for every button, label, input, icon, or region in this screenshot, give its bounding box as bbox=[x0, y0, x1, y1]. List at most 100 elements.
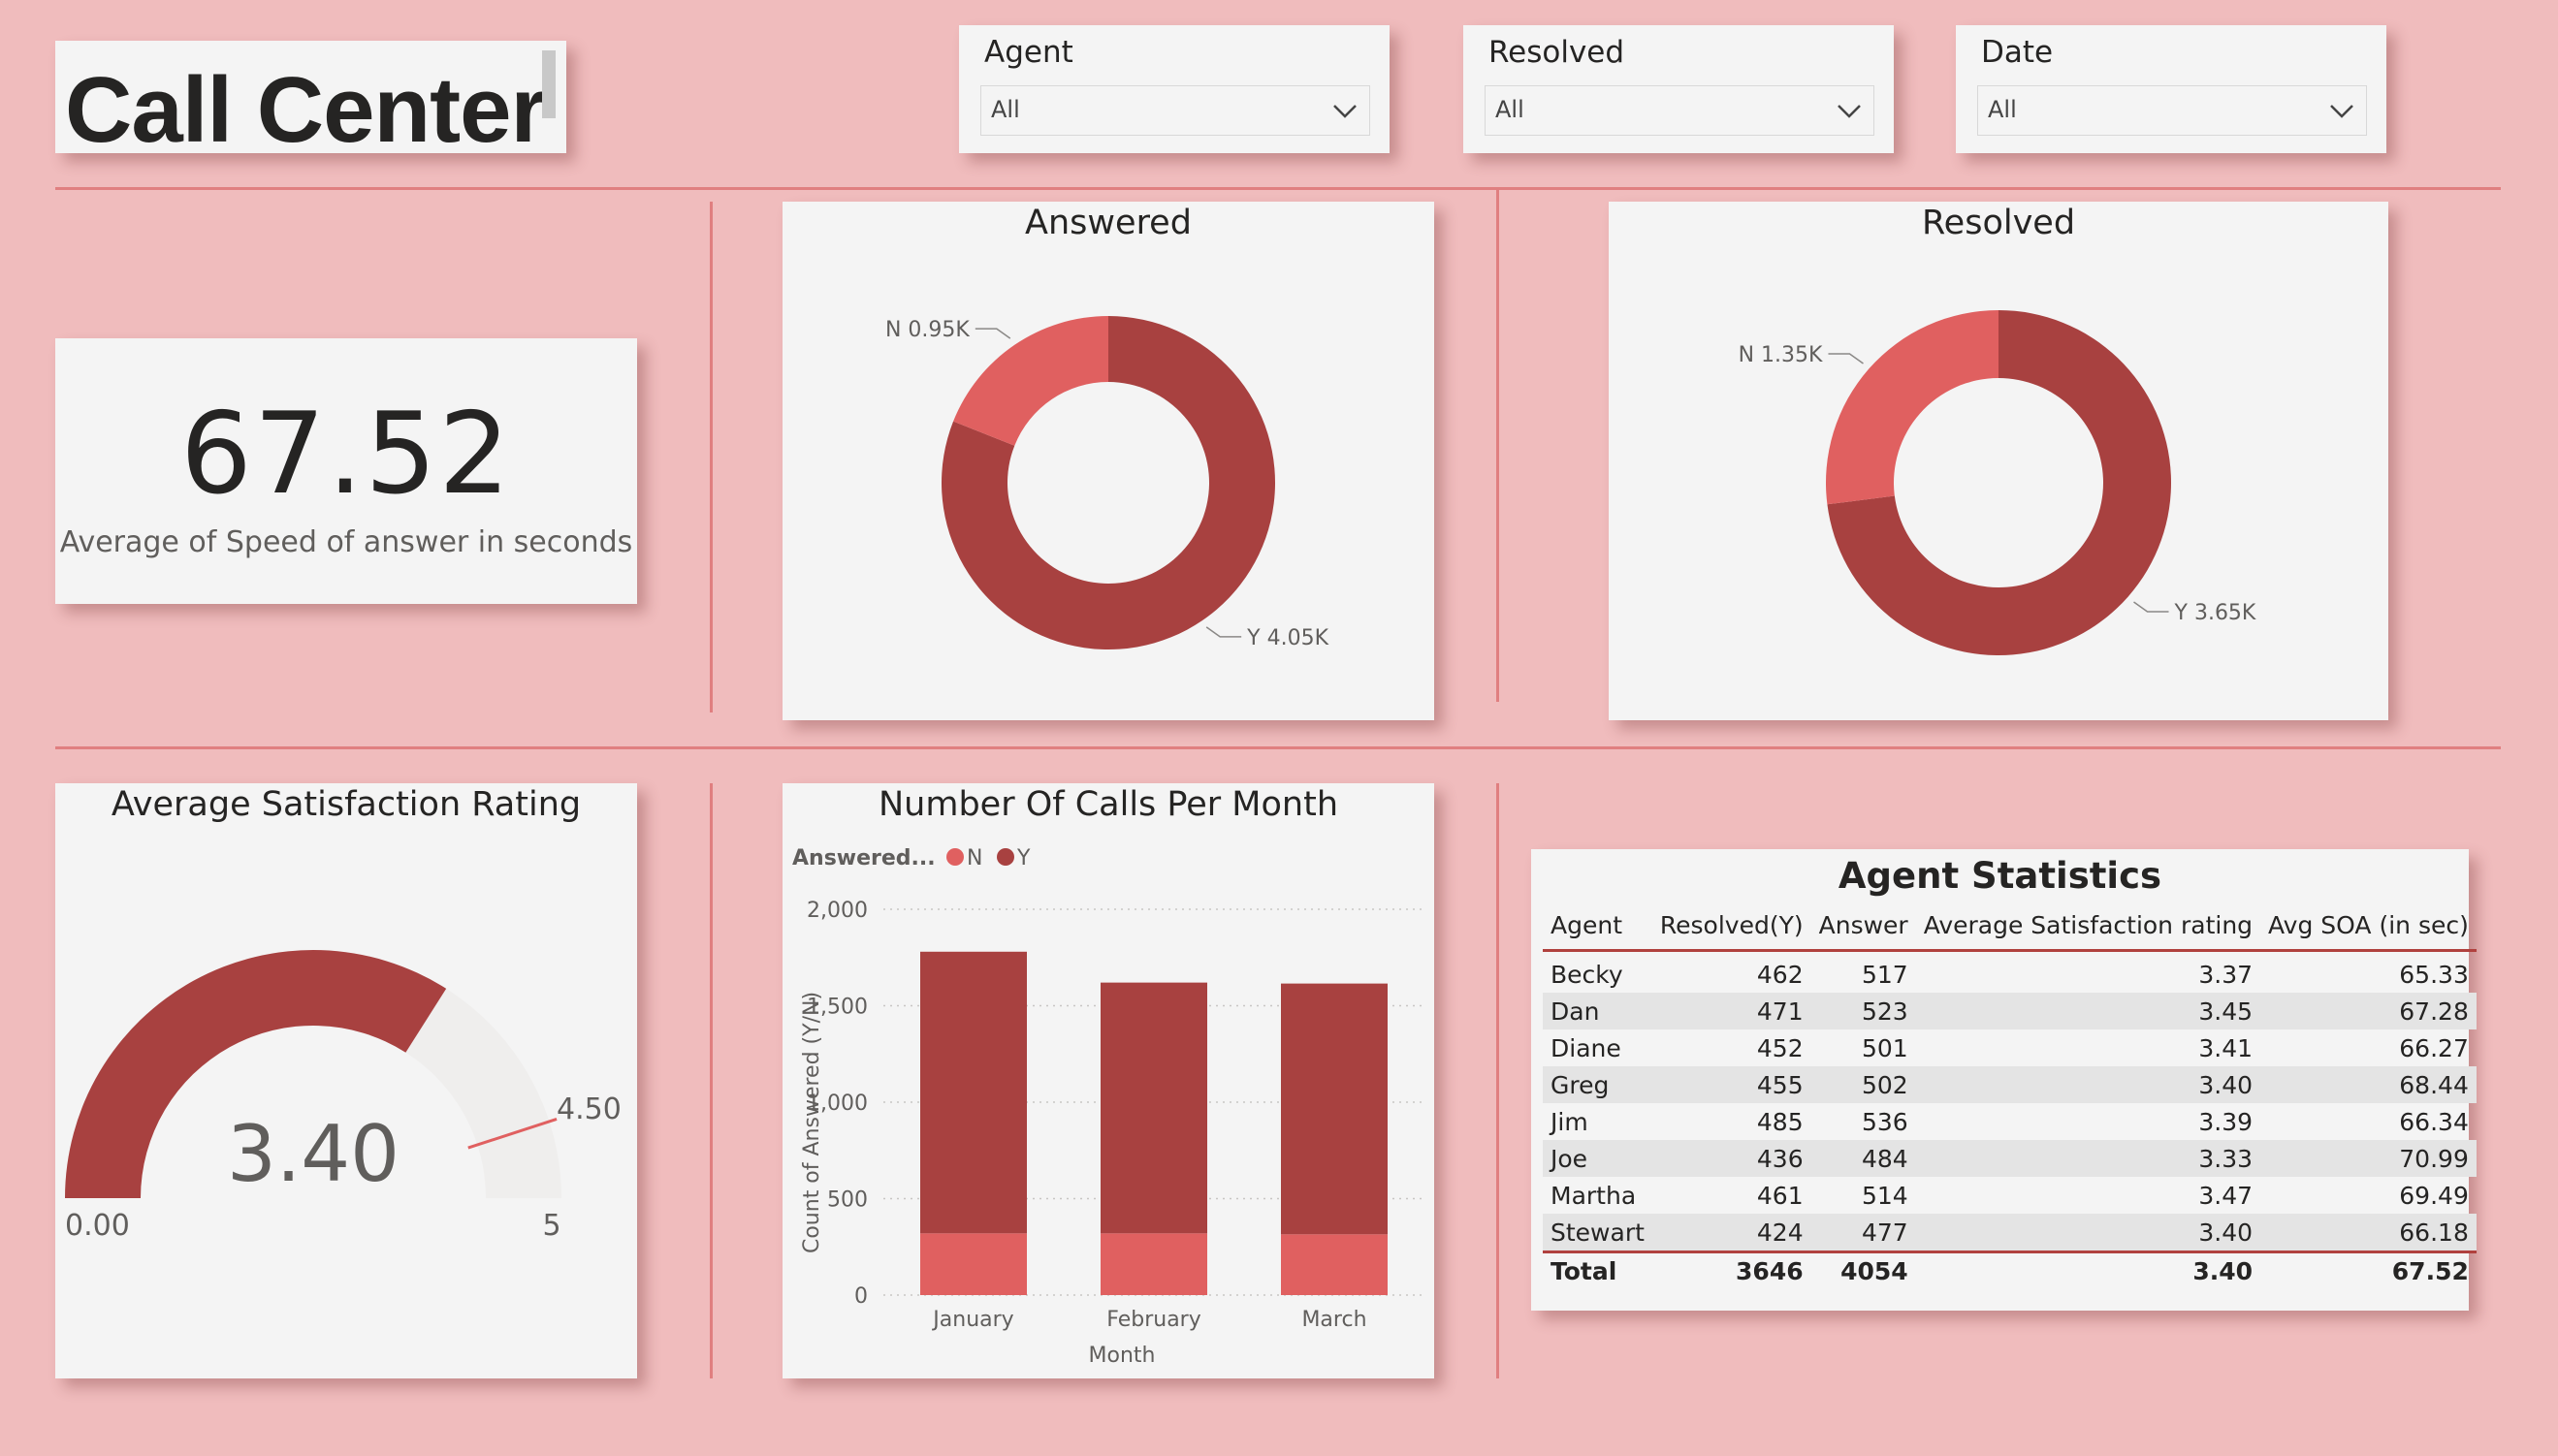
x-tick-label: January bbox=[931, 1308, 1013, 1332]
cell-agent: Jim bbox=[1551, 1107, 1588, 1136]
slicer-agent-value: All bbox=[991, 96, 1020, 123]
slicer-date: Date All bbox=[1956, 25, 2386, 153]
table-row[interactable]: Becky 462 517 3.37 65.33 bbox=[1543, 951, 2477, 994]
legend-marker-y bbox=[997, 848, 1014, 866]
cell-answer: 501 bbox=[1861, 1033, 1908, 1062]
cell-satisfaction: 3.40 bbox=[2198, 1218, 2254, 1247]
cell-avg-soa: 66.18 bbox=[2399, 1218, 2469, 1247]
donut-slice-n[interactable] bbox=[1826, 310, 1998, 505]
x-axis-ticks: January February March bbox=[931, 1308, 1366, 1332]
column-header-answer[interactable]: Answer bbox=[1810, 896, 1916, 952]
chevron-down-icon bbox=[2330, 105, 2353, 118]
x-axis-label: Month bbox=[1089, 1344, 1156, 1368]
satisfaction-gauge-card[interactable]: Average Satisfaction Rating 3.40 0.00 5 … bbox=[55, 783, 637, 1378]
text-cursor bbox=[542, 50, 556, 118]
slicer-date-dropdown[interactable]: All bbox=[1977, 85, 2367, 136]
bar-march-y[interactable] bbox=[1281, 983, 1388, 1235]
slicer-resolved-dropdown[interactable]: All bbox=[1485, 85, 1874, 136]
resolved-donut-chart: Y 3.65K N 1.35K bbox=[1739, 310, 2256, 655]
title-textbox[interactable]: Call Center bbox=[55, 41, 566, 153]
resolved-donut-card[interactable]: Resolved Y 3.65K N 1.35K bbox=[1609, 202, 2388, 720]
table-row[interactable]: Joe 436 484 3.33 70.99 bbox=[1543, 1140, 2477, 1177]
gauge-target-label: 4.50 bbox=[557, 1092, 622, 1126]
cell-avg-soa: 66.34 bbox=[2399, 1107, 2469, 1136]
cell-answer: 484 bbox=[1861, 1144, 1908, 1173]
agent-statistics-table: Agent Resolved(Y) Answer Average Satisfa… bbox=[1543, 896, 2477, 1288]
table-row[interactable]: Diane 452 501 3.41 66.27 bbox=[1543, 1029, 2477, 1066]
y-tick-label: 0 bbox=[854, 1284, 868, 1309]
column-header-avg-soa[interactable]: Avg SOA (in sec) bbox=[2260, 896, 2477, 952]
gauge-fill bbox=[65, 950, 447, 1198]
answered-donut-title: Answered bbox=[1025, 204, 1192, 242]
slicer-agent: Agent All bbox=[959, 25, 1390, 153]
cell-avg-soa: 69.49 bbox=[2399, 1181, 2469, 1210]
table-row[interactable]: Greg 455 502 3.40 68.44 bbox=[1543, 1066, 2477, 1103]
cell-agent: Greg bbox=[1551, 1070, 1610, 1099]
cell-answer: 514 bbox=[1861, 1181, 1908, 1210]
divider-v4 bbox=[1496, 783, 1499, 1378]
total-resolved: 3646 bbox=[1651, 1250, 1811, 1288]
table-row[interactable]: Martha 461 514 3.47 69.49 bbox=[1543, 1177, 2477, 1214]
table-row[interactable]: Jim 485 536 3.39 66.34 bbox=[1543, 1103, 2477, 1140]
kpi-value: 67.52 bbox=[179, 389, 513, 520]
cell-resolved: 471 bbox=[1756, 997, 1804, 1026]
divider-v1 bbox=[710, 202, 713, 712]
cell-answer: 536 bbox=[1861, 1107, 1908, 1136]
table-total-row: Total 3646 4054 3.40 67.52 bbox=[1543, 1250, 2477, 1288]
cell-resolved: 424 bbox=[1756, 1218, 1804, 1247]
gauge-title: Average Satisfaction Rating bbox=[111, 785, 582, 824]
legend-title: Answered... bbox=[792, 846, 936, 870]
cell-avg-soa: 67.28 bbox=[2399, 997, 2469, 1026]
answered-donut-card[interactable]: Answered Y 4.05K N 0.95K bbox=[783, 202, 1434, 720]
table-row[interactable]: Stewart 424 477 3.40 66.18 bbox=[1543, 1214, 2477, 1252]
divider-middle bbox=[55, 746, 2501, 749]
table-title: Agent Statistics bbox=[1838, 855, 2162, 897]
cell-answer: 517 bbox=[1861, 960, 1908, 989]
bar-february-y[interactable] bbox=[1101, 982, 1207, 1234]
bar-january-y[interactable] bbox=[920, 951, 1027, 1234]
column-header-satisfaction[interactable]: Average Satisfaction rating bbox=[1915, 896, 2261, 952]
donut-slice-y[interactable] bbox=[1827, 310, 2171, 655]
y-tick-label: 2,000 bbox=[807, 899, 868, 923]
total-label: Total bbox=[1543, 1250, 1652, 1288]
slicer-resolved-value: All bbox=[1495, 96, 1524, 123]
y-tick-label: 500 bbox=[827, 1188, 868, 1213]
slicer-date-value: All bbox=[1988, 96, 2017, 123]
chart-title: Number Of Calls Per Month bbox=[878, 785, 1339, 824]
cell-resolved: 436 bbox=[1756, 1144, 1804, 1173]
cell-avg-soa: 70.99 bbox=[2399, 1144, 2469, 1173]
divider-top bbox=[55, 187, 2501, 190]
chart-bars bbox=[920, 951, 1388, 1295]
cell-satisfaction: 3.37 bbox=[2198, 960, 2254, 989]
cell-satisfaction: 3.47 bbox=[2198, 1181, 2254, 1210]
gauge-value: 3.40 bbox=[227, 1109, 400, 1199]
donut-slice-y[interactable] bbox=[942, 316, 1275, 649]
cell-resolved: 485 bbox=[1756, 1107, 1804, 1136]
donut-slice-n[interactable] bbox=[953, 316, 1108, 446]
cell-agent: Joe bbox=[1551, 1144, 1588, 1173]
donut-leader-line bbox=[2133, 601, 2169, 613]
chevron-down-icon bbox=[1838, 105, 1861, 118]
resolved-donut-title: Resolved bbox=[1921, 204, 2076, 242]
x-tick-label: February bbox=[1106, 1308, 1201, 1332]
column-header-resolved[interactable]: Resolved(Y) bbox=[1651, 896, 1811, 952]
donut-leader-line bbox=[975, 328, 1011, 339]
kpi-card[interactable]: 67.52 Average of Speed of answer in seco… bbox=[55, 338, 637, 604]
y-axis-ticks: 0 500 1,000 1,500 2,000 bbox=[807, 899, 868, 1309]
bar-february-n[interactable] bbox=[1101, 1233, 1207, 1295]
column-header-agent[interactable]: Agent bbox=[1543, 896, 1652, 952]
table-row[interactable]: Dan 471 523 3.45 67.28 bbox=[1543, 993, 2477, 1029]
slicer-resolved: Resolved All bbox=[1463, 25, 1894, 153]
divider-v3 bbox=[710, 783, 713, 1378]
donut-leader-line bbox=[1205, 626, 1242, 638]
bar-january-n[interactable] bbox=[920, 1233, 1027, 1295]
cell-satisfaction: 3.33 bbox=[2198, 1144, 2254, 1173]
agent-statistics-table-card[interactable]: Agent Statistics Agent Resolved(Y) Answe… bbox=[1531, 849, 2477, 1311]
gauge-min-label: 0.00 bbox=[65, 1209, 130, 1243]
answered-donut-chart: Y 4.05K N 0.95K bbox=[885, 316, 1329, 650]
slicer-agent-dropdown[interactable]: All bbox=[980, 85, 1370, 136]
cell-answer: 523 bbox=[1861, 997, 1908, 1026]
bar-march-n[interactable] bbox=[1281, 1234, 1388, 1295]
